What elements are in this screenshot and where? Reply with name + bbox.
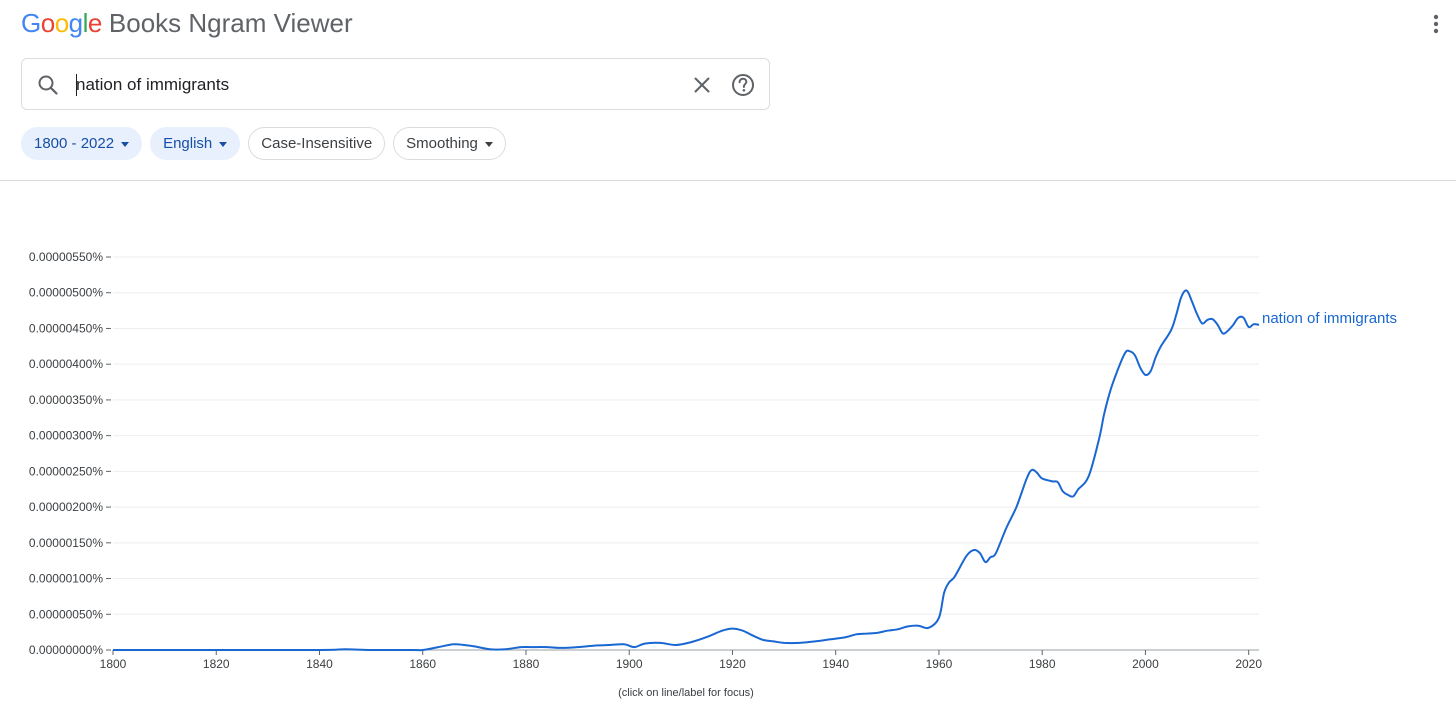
y-tick-label: 0.00000200% bbox=[29, 500, 103, 514]
help-icon[interactable] bbox=[730, 72, 756, 98]
corpus-label: English bbox=[163, 135, 213, 152]
search-input[interactable] bbox=[76, 71, 676, 99]
x-tick-label: 1860 bbox=[409, 657, 436, 671]
product-name: Books Ngram Viewer bbox=[108, 8, 353, 38]
series-line-nation-of-immigrants[interactable] bbox=[113, 289, 1260, 652]
x-tick-label: 1840 bbox=[306, 657, 333, 671]
y-tick-label: 0.00000350% bbox=[29, 393, 103, 407]
smoothing-label: Smoothing bbox=[406, 135, 478, 152]
case-insensitive-toggle[interactable]: Case-Insensitive bbox=[248, 127, 386, 160]
x-tick-label: 1880 bbox=[513, 657, 540, 671]
x-tick-label: 1820 bbox=[203, 657, 230, 671]
text-caret bbox=[76, 74, 77, 96]
y-tick-label: 0.00000500% bbox=[29, 286, 103, 300]
y-tick-label: 0.00000050% bbox=[29, 607, 103, 621]
x-tick-label: 2000 bbox=[1132, 657, 1159, 671]
y-tick-label: 0.00000100% bbox=[29, 572, 103, 586]
logo-letter: G bbox=[21, 8, 41, 38]
search-icon[interactable] bbox=[36, 73, 60, 97]
filter-chips: 1800 - 2022 English Case-Insensitive Smo… bbox=[21, 127, 506, 160]
y-tick-label: 0.00000250% bbox=[29, 464, 103, 478]
ngram-chart: 0.00000000% 0.00000050% 0.00000100% 0.00000… bbox=[0, 182, 1456, 722]
x-tick-label: 1940 bbox=[822, 657, 849, 671]
close-icon[interactable] bbox=[690, 73, 714, 97]
x-tick-label: 1900 bbox=[616, 657, 643, 671]
y-tick-label: 0.00000300% bbox=[29, 429, 103, 443]
ngram-chart-svg: 0.00000000% 0.00000050% 0.00000100% 0.00000… bbox=[29, 250, 1397, 699]
chevron-down-icon bbox=[484, 141, 493, 147]
smoothing-dropdown[interactable]: Smoothing bbox=[393, 127, 506, 160]
logo-letter: o bbox=[54, 8, 69, 38]
google-logo-text: Google bbox=[21, 8, 102, 39]
x-tick-label: 2020 bbox=[1235, 657, 1262, 671]
logo-letter: g bbox=[68, 8, 83, 38]
logo-letter: o bbox=[40, 8, 55, 38]
chevron-down-icon bbox=[121, 141, 130, 147]
header-divider bbox=[0, 180, 1456, 181]
x-tick-label: 1980 bbox=[1029, 657, 1056, 671]
focus-hint: (click on line/label for focus) bbox=[618, 687, 754, 699]
google-books-ngram-logo[interactable]: Google Books Ngram Viewer bbox=[21, 8, 353, 40]
corpus-dropdown[interactable]: English bbox=[150, 127, 241, 160]
x-tick-label: 1960 bbox=[926, 657, 953, 671]
x-tick-label: 1800 bbox=[100, 657, 127, 671]
year-range-dropdown[interactable]: 1800 - 2022 bbox=[21, 127, 143, 160]
y-tick-label: 0.00000450% bbox=[29, 321, 103, 335]
y-tick-label: 0.00000400% bbox=[29, 357, 103, 371]
series-label-nation-of-immigrants[interactable]: nation of immigrants bbox=[1262, 310, 1397, 327]
y-tick-label: 0.00000000% bbox=[29, 643, 103, 657]
year-range-label: 1800 - 2022 bbox=[34, 135, 115, 152]
logo-letter: l bbox=[82, 8, 89, 38]
y-tick-label: 0.00000150% bbox=[29, 536, 103, 550]
more-vert-icon[interactable] bbox=[1426, 10, 1446, 38]
chevron-down-icon bbox=[219, 141, 228, 147]
x-tick-label: 1920 bbox=[719, 657, 746, 671]
logo-letter: e bbox=[87, 8, 102, 38]
y-tick-label: 0.00000550% bbox=[29, 250, 103, 264]
app-header: Google Books Ngram Viewer bbox=[0, 0, 1456, 50]
search-box bbox=[21, 58, 770, 110]
case-insensitive-label: Case-Insensitive bbox=[261, 135, 373, 152]
